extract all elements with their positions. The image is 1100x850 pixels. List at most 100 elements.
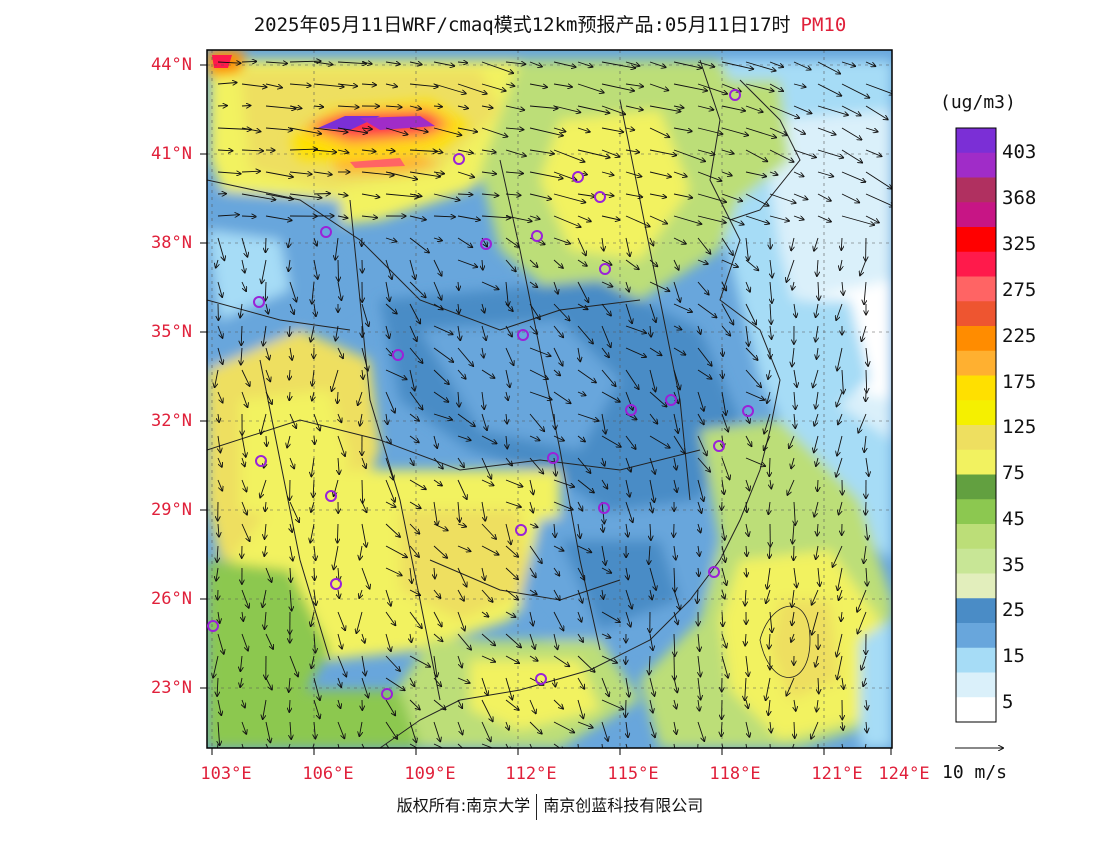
wind-arrow [217,347,223,364]
wind-arrow [649,149,676,155]
wind-arrow [289,457,294,469]
wind-arrow [457,150,473,153]
wind-arrow [625,84,643,87]
wind-arrow [385,84,397,87]
wind-arrow [409,545,419,557]
legend-swatch [956,548,996,574]
wind-arrow [457,611,465,631]
wind-arrow [265,611,267,629]
wind-arrow [529,721,542,734]
wind-arrow [218,611,220,623]
divider [536,793,538,820]
wind-arrow [577,721,593,728]
wind-arrow [650,699,653,713]
wind-arrow [649,303,656,322]
wind-arrow [505,215,532,221]
wind-arrow [289,193,322,198]
legend-label: 403 [1002,141,1037,163]
wind-arrow [529,106,558,109]
wind-arrow [289,61,321,62]
lon-label: 121°E [811,764,863,784]
wind-arrow [482,347,484,358]
wind-arrow [553,105,580,112]
wind-arrow [866,721,867,732]
wind-arrow [289,281,296,302]
wind-arrow [601,259,612,265]
wind-arrow [553,611,564,630]
wind-arrow [811,721,819,739]
wind-arrow [265,677,272,690]
wind-arrow [745,391,764,400]
wind-arrow [577,105,609,113]
wind-arrow [792,589,794,607]
lon-label: 115°E [607,764,659,784]
wind-arrow [529,281,537,287]
wind-arrow [698,677,701,700]
wind-arrow [625,611,631,627]
pollutant-label: PM10 [800,14,847,36]
wind-arrow [577,743,579,748]
legend-swatch [956,350,996,376]
wind-arrow [334,479,339,496]
wind-arrow [625,457,631,472]
wind-arrow [409,699,420,710]
wind-arrow [553,545,564,551]
lon-label: 112°E [505,764,557,784]
wind-arrow [793,216,804,220]
lon-label: 109°E [404,764,456,784]
wind-arrow [265,567,272,582]
wind-arrow [457,83,487,94]
wind-arrow [794,413,795,428]
legend-swatch [956,128,996,154]
wind-arrow [385,501,396,507]
wind-arrow [312,281,314,304]
wind-arrow [457,457,464,467]
wind-arrow [217,479,222,491]
wind-arrow [769,172,778,175]
wind-arrow [506,391,508,400]
wind-arrow [861,655,867,670]
wind-arrow [553,391,571,403]
wind-arrow [649,369,656,392]
wind-arrow [314,303,316,316]
wind-arrow [767,391,770,403]
wind-arrow [433,677,441,686]
wind-arrow [529,369,548,379]
wind-arrow [361,743,365,748]
wind-arrow [290,721,291,739]
lat-label: 41°N [151,144,192,164]
wind-arrow [673,589,680,610]
copyright-right: 南京创蓝科技有限公司 [543,796,704,815]
legend-label: 275 [1002,279,1037,301]
wind-arrow [813,369,819,387]
wind-arrow [817,523,818,536]
wind-arrow [721,545,725,562]
wind-arrow [241,501,247,515]
wind-arrow [362,369,363,379]
wind-arrow [362,633,365,643]
wind-arrow [505,567,518,579]
wind-arrow [721,127,748,135]
wind-arrow [722,611,723,626]
lon-label: 124°E [878,764,930,784]
wind-arrow [481,611,489,617]
wind-arrow [289,677,290,692]
wind-arrow [409,127,428,132]
wind-arrow [457,589,464,601]
wind-arrow [865,193,892,207]
wind-arrow [409,743,419,748]
wind-arrow [602,589,603,599]
lon-label: 106°E [302,764,354,784]
wind-arrow [577,501,582,511]
station-marker [598,502,610,514]
legend-label: 15 [1002,645,1025,667]
wind-arrow [769,633,770,649]
wind-arrow [529,589,537,594]
wind-arrow [864,545,866,563]
wind-arrow [217,172,241,174]
wind-arrow [673,347,685,355]
wind-arrow [697,105,713,110]
wind-arrow [361,62,372,64]
wind-arrow [217,677,218,696]
